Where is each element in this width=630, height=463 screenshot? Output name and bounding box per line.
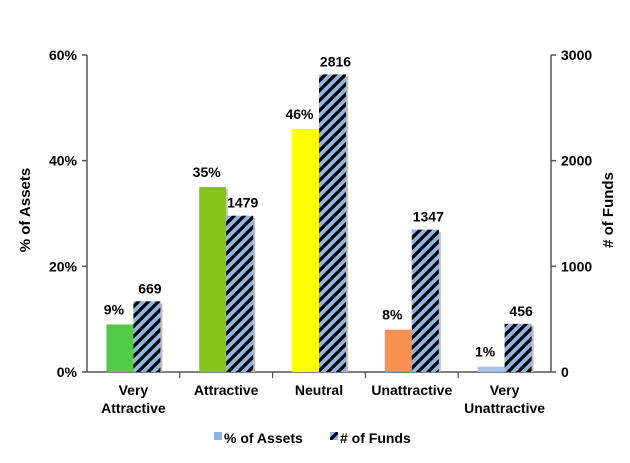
right-tick-label: 2000 <box>561 153 592 169</box>
assets-bar <box>106 324 134 372</box>
left-axis-title: % of Assets <box>17 168 34 252</box>
category-label-line: Unattractive <box>464 400 545 416</box>
assets-bar <box>477 366 505 372</box>
category-label: Unattractive <box>371 382 452 398</box>
assets-data-label: 35% <box>193 164 222 180</box>
left-tick-label: 40% <box>49 153 78 169</box>
left-tick-label: 20% <box>49 258 78 274</box>
right-tick-label: 1000 <box>561 258 592 274</box>
category-labels: Very Attractive Attractive Neutral Unattract… <box>101 372 545 416</box>
funds-data-label: 2816 <box>320 53 351 69</box>
category-label: Neutral <box>295 382 343 398</box>
category-label-line: Attractive <box>101 400 166 416</box>
funds-data-label: 1347 <box>413 209 444 225</box>
right-tick-label: 0 <box>561 364 569 380</box>
left-axis-ticks: 0% 20% 40% 60% <box>49 47 87 380</box>
legend: % of Assets # of Funds <box>214 430 411 446</box>
funds-bar <box>319 74 346 373</box>
funds-bar <box>504 323 532 372</box>
category-label: Very Attractive <box>101 382 166 416</box>
funds-data-label: 1479 <box>227 195 258 211</box>
assets-bar <box>292 128 319 372</box>
category-label-line: Very <box>490 382 520 398</box>
funds-data-label: 669 <box>138 280 162 296</box>
legend-assets-swatch <box>214 432 222 440</box>
legend-assets-label: % of Assets <box>224 430 303 446</box>
assets-data-label: 1% <box>475 344 496 360</box>
category-label: Attractive <box>194 382 259 398</box>
category-label: Very Unattractive <box>464 382 545 416</box>
bar-series: 9% 669 35% 1479 46% 2816 8% 1347 1% 456 <box>104 53 534 373</box>
funds-data-label: 456 <box>509 303 533 319</box>
funds-bar <box>133 301 161 372</box>
funds-bar <box>411 229 439 372</box>
assets-data-label: 9% <box>104 301 125 317</box>
category-label-line: Attractive <box>194 382 259 398</box>
right-tick-label: 3000 <box>561 47 592 63</box>
right-axis-title: # of Funds <box>600 172 617 248</box>
category-label-line: Very <box>119 382 149 398</box>
assets-bar <box>384 329 412 372</box>
funds-bar <box>226 215 254 372</box>
legend-funds-swatch <box>330 432 338 440</box>
right-axis-ticks: 0 1000 2000 3000 <box>551 47 592 380</box>
assets-data-label: 46% <box>285 106 314 122</box>
legend-funds-label: # of Funds <box>340 430 411 446</box>
left-tick-label: 60% <box>49 47 78 63</box>
left-tick-label: 0% <box>57 364 78 380</box>
assets-data-label: 8% <box>382 307 403 323</box>
category-label-line: Neutral <box>295 382 343 398</box>
assets-bar <box>199 187 227 372</box>
category-label-line: Unattractive <box>371 382 452 398</box>
